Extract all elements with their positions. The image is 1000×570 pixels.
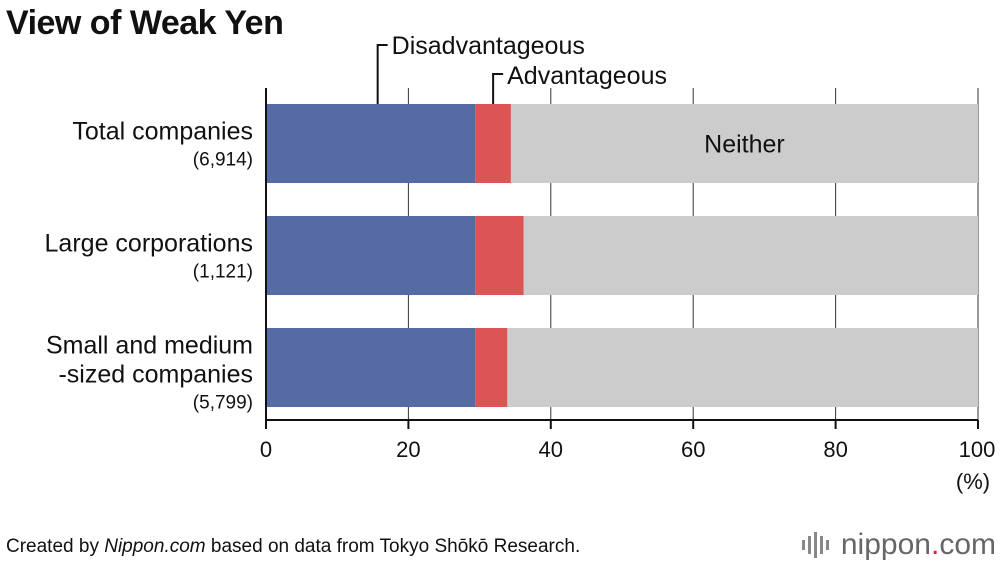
bar-advantageous-2 — [475, 216, 524, 295]
stacked-bar-chart: Total companies (6,914) Large corporations… — [45, 32, 996, 494]
source-site: Nippon.com — [104, 536, 206, 557]
brand-dot: . — [930, 528, 940, 561]
callout-line-disadvantageous — [376, 44, 388, 104]
nippon-logo: nippon. com — [801, 528, 996, 562]
bar-disadvantageous-1 — [266, 104, 476, 183]
x-tick-label: 40 — [539, 437, 563, 462]
chart-title: View of Weak Yen — [6, 4, 284, 42]
bar-advantageous-3 — [475, 328, 508, 407]
category-label: Small and medium — [46, 332, 253, 360]
x-tick-label: 20 — [396, 437, 420, 462]
x-tick-label: 80 — [823, 437, 847, 462]
x-tick-label: 0 — [260, 437, 272, 462]
x-tick-label: 60 — [681, 437, 705, 462]
series-label-disadvantageous: Disadvantageous — [392, 32, 585, 60]
bar-advantageous-1 — [475, 104, 511, 183]
sound-bars-logo-icon — [801, 530, 829, 560]
brand-tld: com — [939, 528, 996, 561]
series-label-advantageous: Advantageous — [507, 62, 667, 90]
callout-line-advantageous — [492, 73, 504, 104]
category-count: (5,799) — [193, 393, 253, 414]
bar-disadvantageous-2 — [266, 216, 476, 295]
category-count: (6,914) — [193, 150, 253, 171]
brand-name: nippon — [840, 528, 931, 561]
bar-neither-2 — [523, 216, 978, 295]
category-label: Total companies — [72, 118, 253, 146]
bar-neither-1 — [510, 104, 978, 183]
source-note: Created by Nippon.com based on data from… — [6, 536, 580, 558]
bar-disadvantageous-3 — [266, 328, 476, 407]
source-suffix: based on data from Tokyo Shōkō Research. — [205, 536, 581, 557]
source-prefix: Created by — [6, 536, 105, 557]
x-tick-label: 100 — [959, 437, 996, 462]
category-count: (1,121) — [193, 262, 253, 283]
category-label: Large corporations — [45, 230, 253, 258]
series-label-neither: Neither — [704, 131, 785, 159]
x-unit-label: (%) — [956, 469, 990, 494]
category-label: -sized companies — [58, 361, 253, 389]
bar-neither-3 — [507, 328, 978, 407]
